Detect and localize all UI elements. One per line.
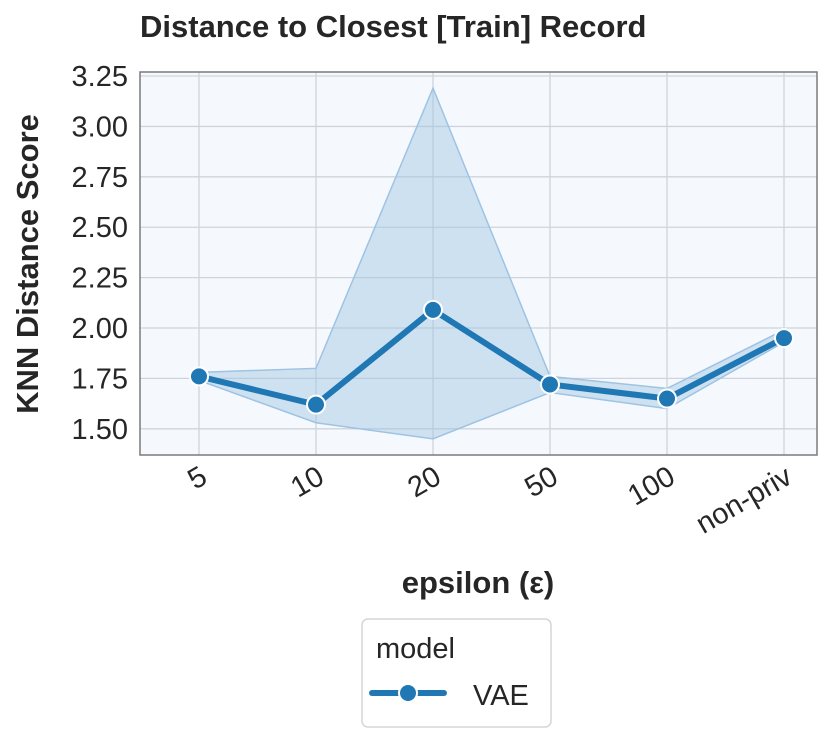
data-point bbox=[423, 299, 443, 320]
x-tick-label: 100 bbox=[623, 460, 681, 512]
y-axis-title: KNN Distance Score bbox=[10, 114, 45, 414]
y-tick-labels: 1.50 1.75 2.00 2.25 2.50 2.75 3.00 3.25 bbox=[72, 61, 128, 446]
legend-marker-swatch bbox=[398, 683, 418, 703]
data-markers bbox=[189, 299, 794, 415]
legend-title: model bbox=[376, 633, 455, 665]
y-tick-label: 3.00 bbox=[72, 111, 128, 143]
y-tick-label: 2.75 bbox=[72, 162, 128, 194]
plot-border bbox=[139, 71, 818, 456]
x-tick-label: 5 bbox=[183, 460, 213, 496]
chart-title: Distance to Closest [Train] Record bbox=[140, 9, 646, 44]
plot-frame bbox=[139, 71, 818, 456]
data-point bbox=[189, 366, 209, 387]
grid-lines bbox=[140, 72, 817, 455]
y-tick-label: 3.25 bbox=[72, 61, 128, 93]
legend-label-vae: VAE bbox=[473, 680, 529, 712]
data-point bbox=[657, 388, 677, 409]
series-line-vae bbox=[196, 306, 787, 408]
x-axis-title: epsilon (ε) bbox=[402, 565, 555, 600]
x-tick-label: 50 bbox=[520, 460, 564, 504]
y-tick-label: 2.00 bbox=[72, 313, 128, 345]
legend: model VAE bbox=[361, 618, 552, 728]
y-tick-label: 2.50 bbox=[72, 212, 128, 244]
data-point bbox=[306, 394, 326, 415]
series-line-group bbox=[196, 306, 787, 408]
x-tick-labels: 5 10 20 50 100 non-priv bbox=[183, 460, 798, 540]
data-point bbox=[540, 374, 560, 395]
x-tick-label: non-priv bbox=[691, 460, 798, 540]
y-tick-label: 1.50 bbox=[72, 414, 128, 446]
x-tick-label: 10 bbox=[286, 460, 330, 504]
data-point bbox=[774, 328, 794, 349]
x-tick-label: 20 bbox=[403, 460, 447, 504]
y-tick-label: 1.75 bbox=[72, 363, 128, 395]
y-tick-label: 2.25 bbox=[72, 263, 128, 295]
